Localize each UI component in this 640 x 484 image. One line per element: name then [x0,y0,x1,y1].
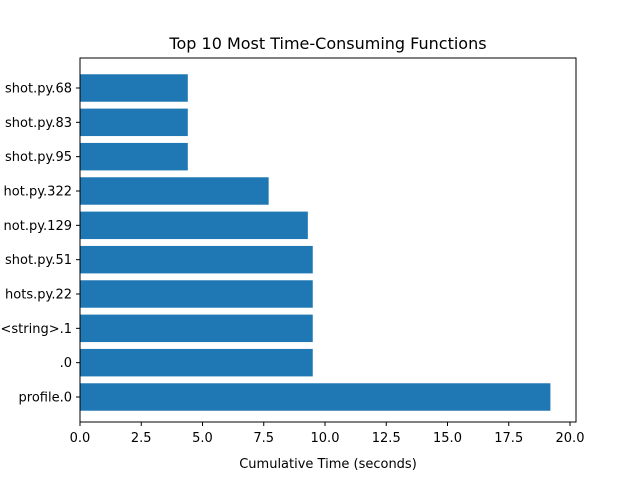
bar-3 [80,280,313,308]
x-tick-label: 7.5 [253,431,274,446]
x-axis-label: Cumulative Time (seconds) [239,457,417,472]
bar-6 [80,177,269,205]
x-tick-label: 12.5 [372,431,401,446]
bar-4 [80,245,313,274]
bar-9 [80,74,188,102]
bar-8 [80,108,188,137]
x-tick-label: 2.5 [131,431,152,446]
y-tick-label: hots.py.22 [5,288,72,303]
x-tick-label: 10.0 [311,431,340,446]
x-tick-label: 15.0 [433,431,462,446]
y-tick-label: shot.py.51 [5,253,72,268]
bar-1 [80,348,313,377]
x-tick-label: 20.0 [556,431,585,446]
y-tick-label: shot.py.68 [5,82,72,97]
y-tick-label: .0 [60,356,72,371]
y-tick-label: not.py.129 [4,219,72,234]
y-tick-label: <string>.1 [0,322,72,337]
bars-layer [80,74,551,411]
x-tick-label: 0.0 [70,431,91,446]
x-tick-label: 17.5 [494,431,523,446]
y-tick-label: shot.py.83 [5,116,72,131]
chart-title: Top 10 Most Time-Consuming Functions [168,34,486,53]
bar-5 [80,211,308,240]
plot-frame [79,57,577,423]
y-axis: profile.0 .0 <string>.1 hots.py.22 shot.py.5… [0,82,80,406]
bar-0 [80,383,551,411]
x-axis: 0.0 2.5 5.0 7.5 10.0 12.5 15.0 17.5 20.0 [70,422,585,446]
y-tick-label: hot.py.322 [4,185,72,200]
x-tick-label: 5.0 [192,431,213,446]
bar-2 [80,314,313,343]
y-tick-label: shot.py.95 [5,150,72,165]
y-tick-label: profile.0 [19,391,72,406]
bar-7 [80,142,188,171]
